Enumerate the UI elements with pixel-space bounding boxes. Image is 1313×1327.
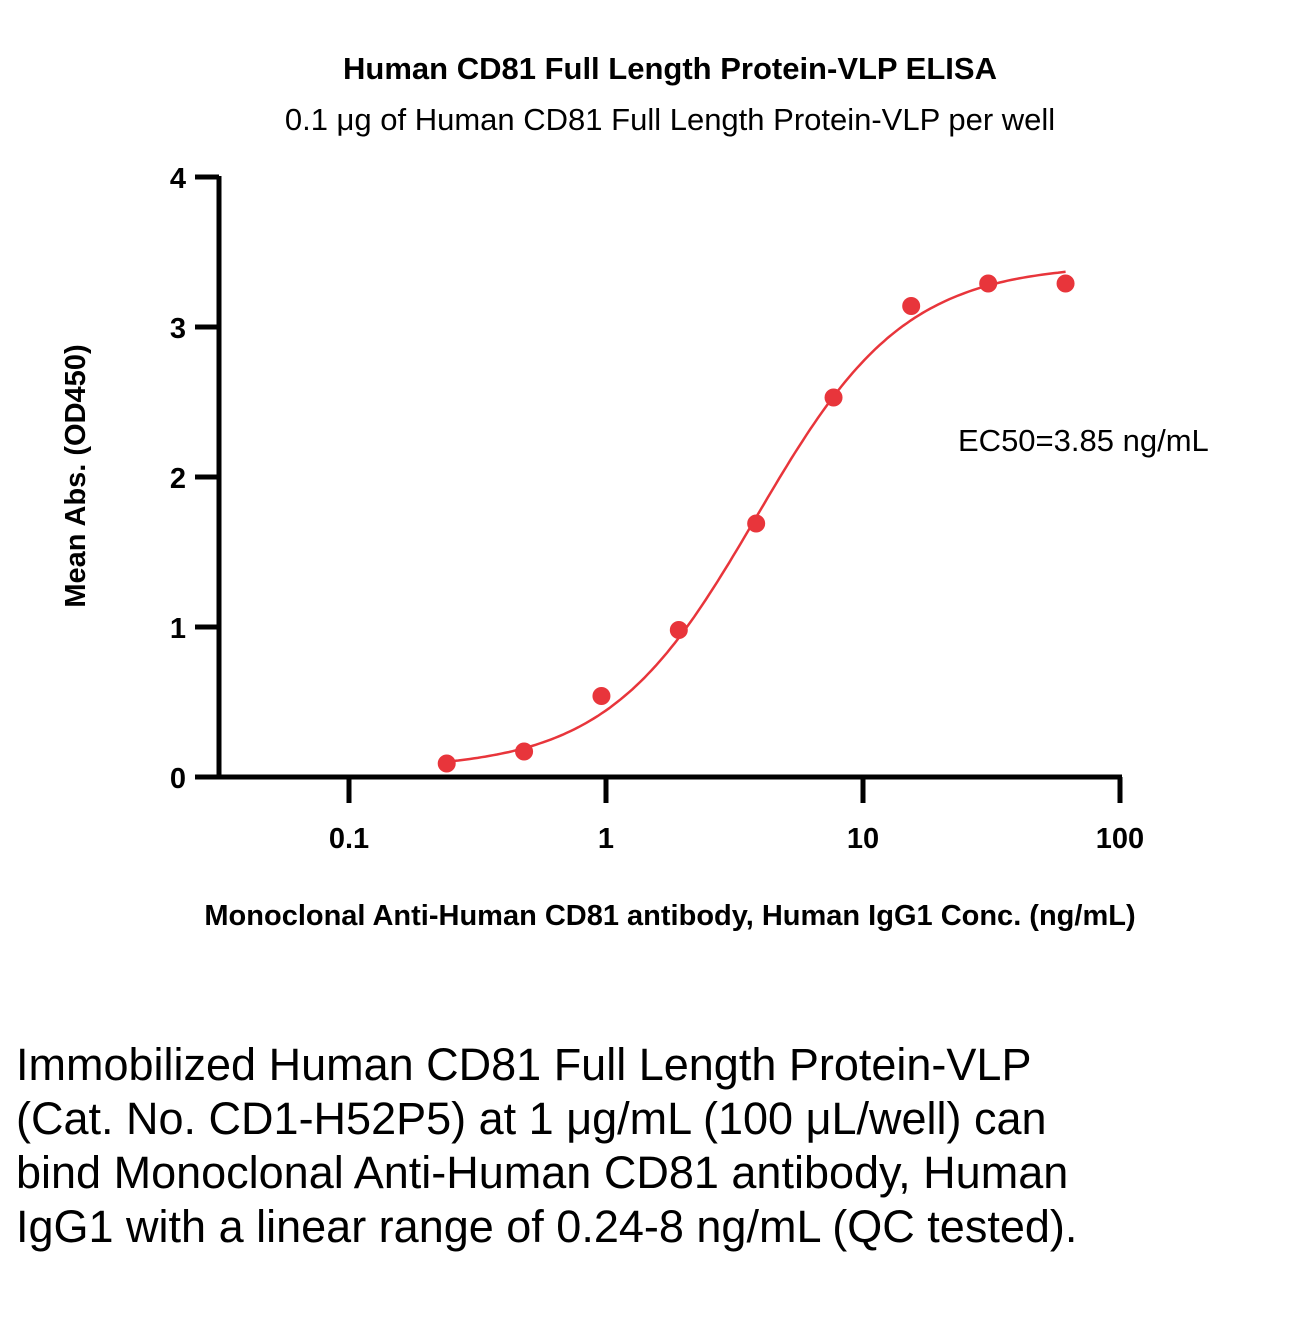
x-ticks: 0.1 1 10 100: [329, 777, 1144, 855]
data-point: [1056, 274, 1075, 293]
y-axis-label: Mean Abs. (OD450): [60, 344, 92, 607]
caption: Immobilized Human CD81 Full Length Prote…: [16, 1039, 1078, 1252]
data-point: [979, 274, 998, 293]
data-point: [592, 687, 611, 705]
y-ticks: 0 1 2 3 4: [170, 163, 219, 795]
chart-subtitle: 0.1 μg of Human CD81 Full Length Protein…: [285, 102, 1055, 137]
data-point: [669, 621, 688, 639]
data-point: [515, 742, 534, 761]
x-tick-label: 10: [847, 823, 879, 855]
data-point: [824, 388, 843, 407]
y-tick-label: 4: [170, 163, 186, 195]
data-point: [902, 297, 921, 315]
y-tick-label: 1: [170, 613, 186, 645]
data-point: [437, 754, 456, 773]
y-tick-label: 2: [170, 463, 186, 495]
chart-title: Human CD81 Full Length Protein-VLP ELISA: [343, 51, 997, 86]
y-tick-label: 0: [170, 763, 186, 795]
elisa-chart: Human CD81 Full Length Protein-VLP ELISA…: [60, 51, 1209, 932]
x-tick-label: 100: [1096, 823, 1144, 855]
x-tick-label: 1: [598, 823, 614, 855]
data-point: [747, 514, 766, 533]
y-tick-label: 3: [170, 313, 186, 345]
ec50-annotation: EC50=3.85 ng/mL: [958, 423, 1209, 458]
x-tick-label: 0.1: [329, 823, 369, 855]
data-points: [437, 274, 1075, 773]
x-axis-label: Monoclonal Anti-Human CD81 antibody, Hum…: [204, 900, 1135, 932]
